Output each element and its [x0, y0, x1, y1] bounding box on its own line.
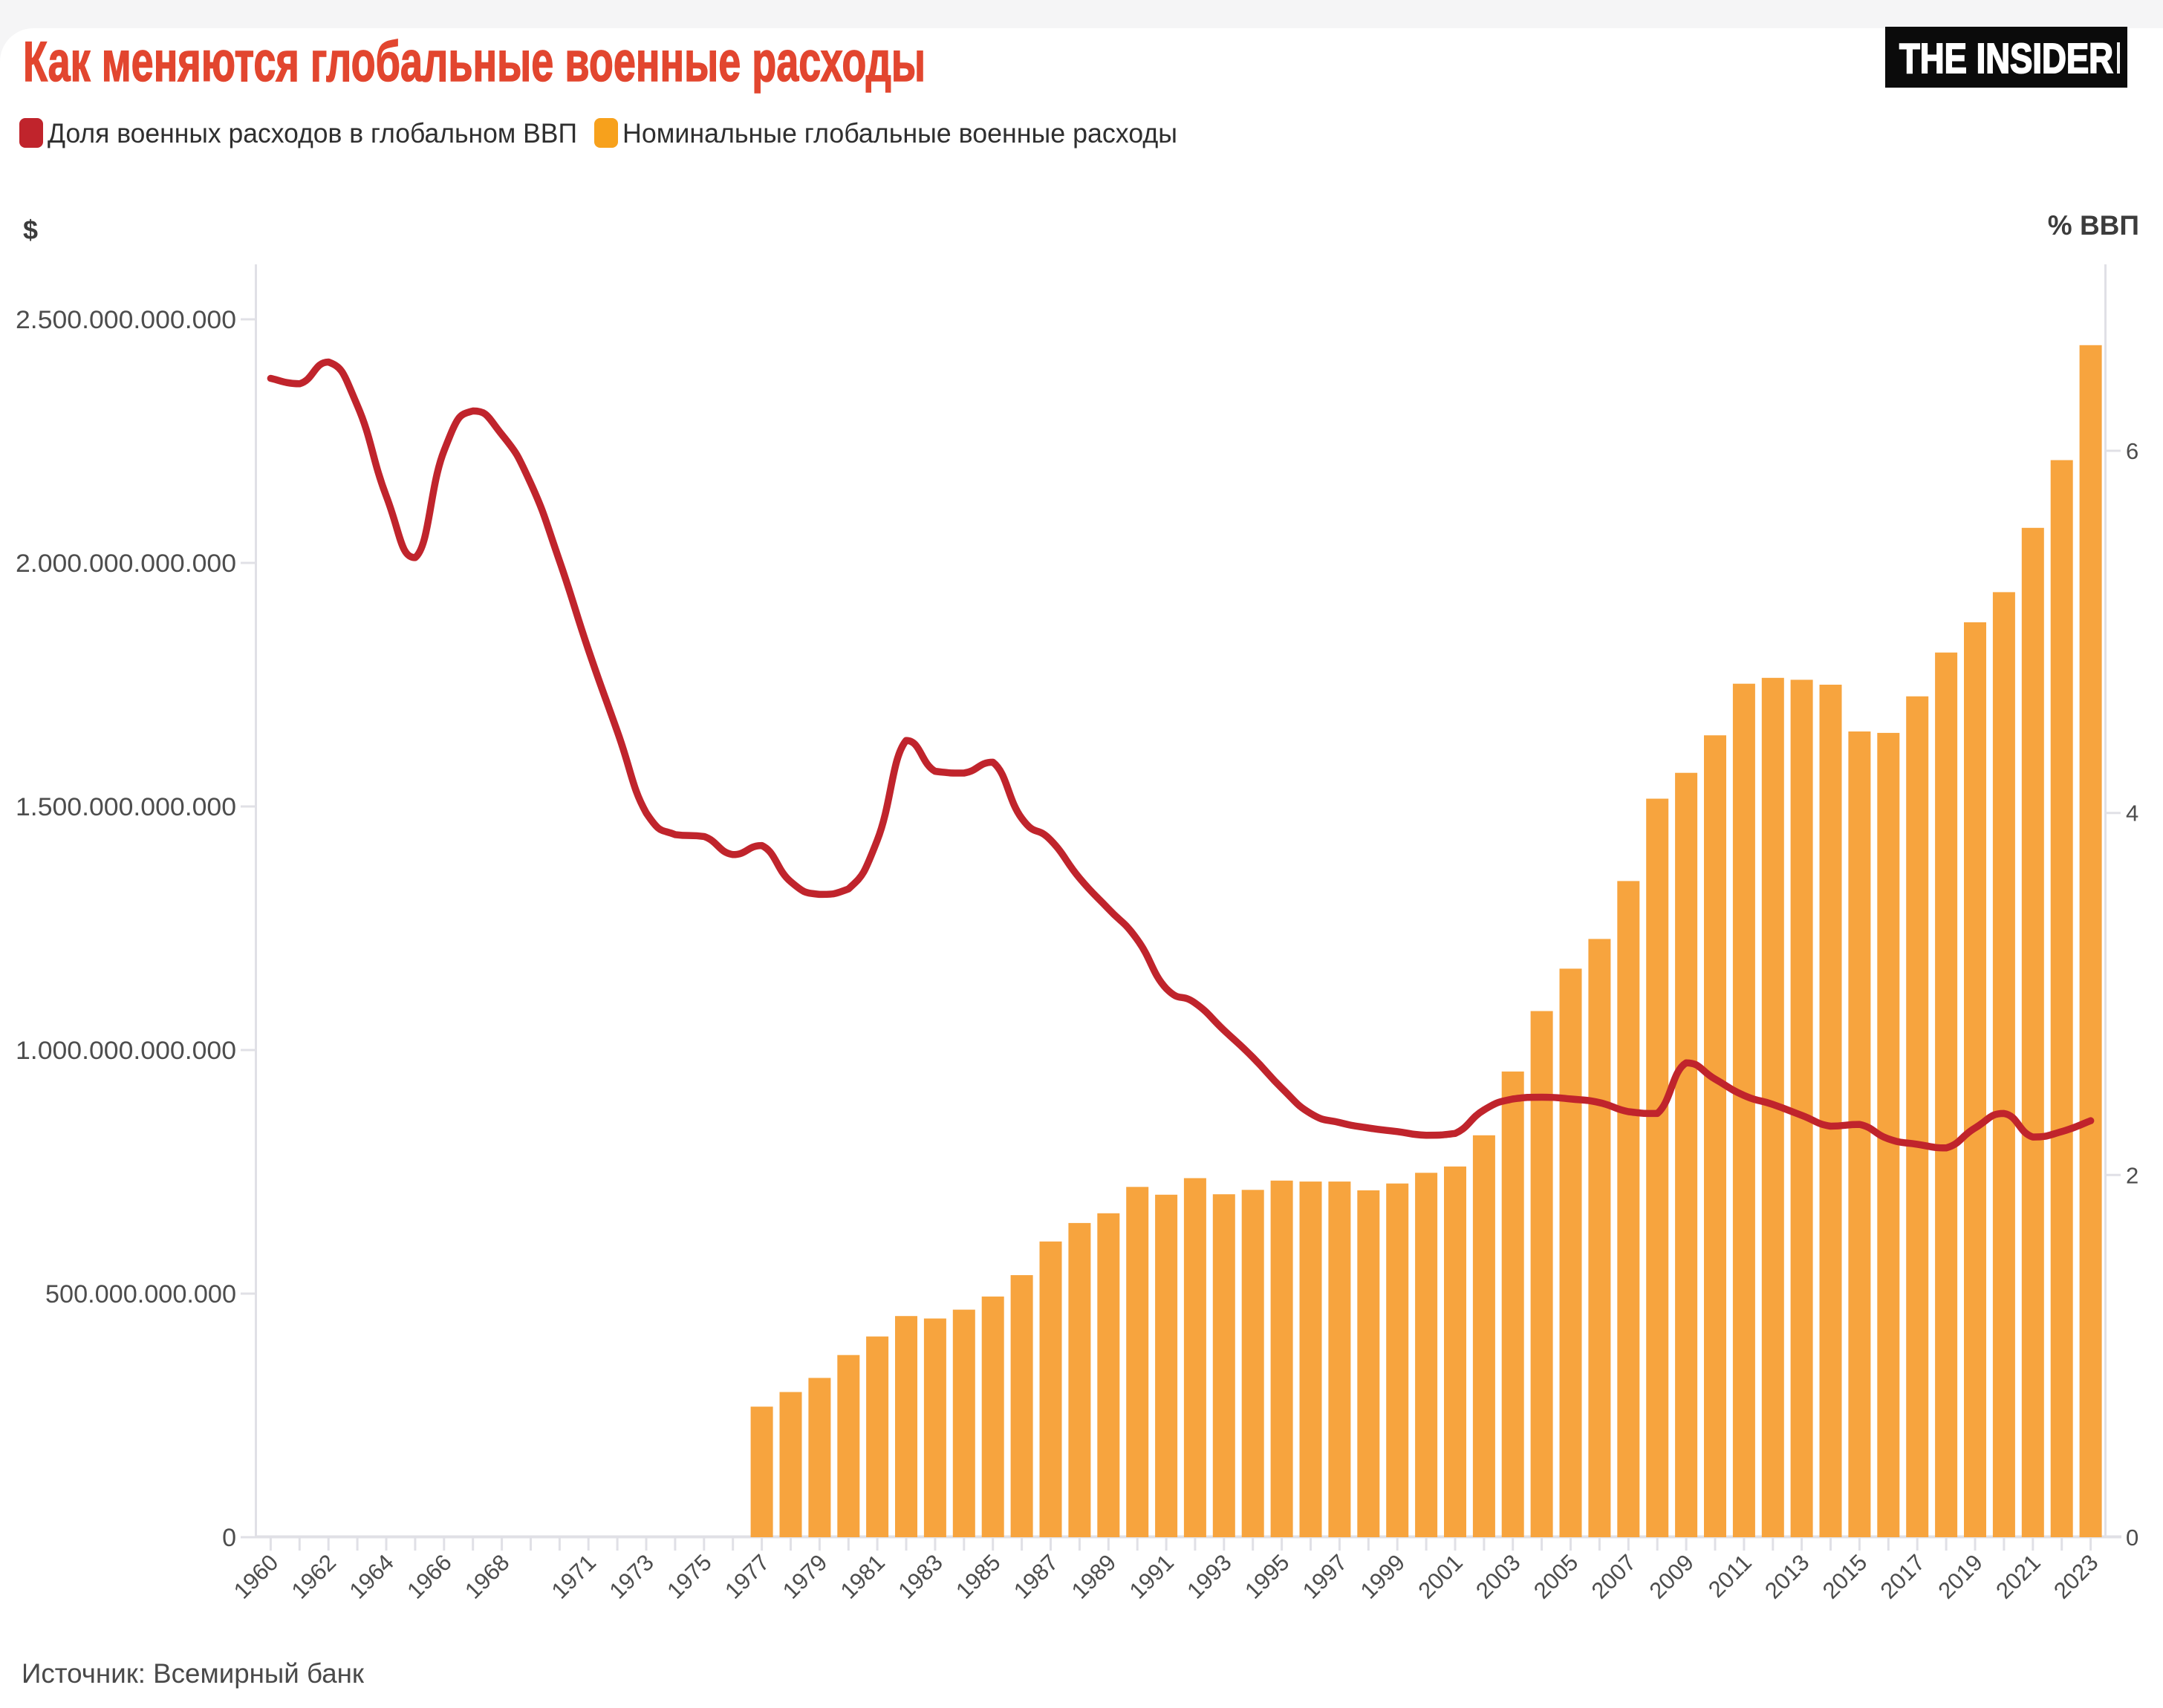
svg-text:2013: 2013 [1760, 1549, 1815, 1604]
svg-text:2.500.000.000.000: 2.500.000.000.000 [16, 306, 236, 334]
svg-text:6: 6 [2126, 438, 2138, 464]
svg-text:2019: 2019 [1933, 1549, 1988, 1604]
svg-text:$: $ [23, 215, 38, 245]
svg-text:2021: 2021 [1991, 1549, 2046, 1604]
svg-text:1966: 1966 [402, 1549, 457, 1604]
svg-text:1971: 1971 [547, 1549, 602, 1604]
svg-text:1981: 1981 [836, 1549, 891, 1604]
svg-text:4: 4 [2126, 801, 2138, 827]
svg-text:500.000.000.000: 500.000.000.000 [45, 1280, 236, 1308]
svg-text:0: 0 [222, 1524, 236, 1552]
svg-text:Доля военных расходов в глобал: Доля военных расходов в глобальном ВВП [48, 118, 577, 149]
svg-text:1960: 1960 [229, 1549, 284, 1604]
svg-text:2011: 2011 [1703, 1549, 1757, 1603]
svg-text:1999: 1999 [1356, 1549, 1411, 1604]
svg-text:1.000.000.000.000: 1.000.000.000.000 [16, 1037, 236, 1065]
svg-text:THE INSIDER: THE INSIDER [1899, 35, 2113, 82]
svg-text:1987: 1987 [1009, 1549, 1064, 1604]
svg-text:1964: 1964 [344, 1549, 399, 1604]
svg-text:2003: 2003 [1471, 1549, 1526, 1604]
svg-text:1993: 1993 [1182, 1549, 1237, 1604]
svg-text:% ВВП: % ВВП [2048, 210, 2139, 241]
svg-text:1995: 1995 [1240, 1549, 1295, 1604]
svg-text:1977: 1977 [720, 1549, 775, 1604]
svg-text:1991: 1991 [1125, 1549, 1180, 1604]
svg-text:1979: 1979 [778, 1549, 833, 1604]
svg-text:1975: 1975 [662, 1549, 717, 1604]
svg-text:2: 2 [2126, 1162, 2138, 1188]
svg-text:Как меняются глобальные военны: Как меняются глобальные военные расходы [23, 30, 926, 94]
svg-text:0: 0 [2126, 1525, 2138, 1551]
svg-text:2023: 2023 [2049, 1549, 2104, 1604]
svg-text:2001: 2001 [1413, 1549, 1468, 1604]
svg-text:1997: 1997 [1298, 1549, 1353, 1604]
svg-text:2017: 2017 [1876, 1549, 1931, 1604]
svg-text:Источник: Всемирный банк: Источник: Всемирный банк [22, 1658, 365, 1689]
svg-text:2.000.000.000.000: 2.000.000.000.000 [16, 550, 236, 578]
svg-text:1973: 1973 [604, 1549, 659, 1604]
svg-text:2005: 2005 [1529, 1549, 1584, 1604]
svg-text:1962: 1962 [287, 1549, 342, 1604]
svg-text:2009: 2009 [1645, 1549, 1700, 1604]
svg-text:1989: 1989 [1067, 1549, 1122, 1604]
svg-text:2007: 2007 [1587, 1549, 1642, 1604]
svg-text:2015: 2015 [1818, 1549, 1873, 1604]
svg-text:1968: 1968 [460, 1549, 515, 1604]
svg-text:Номинальные глобальные военные: Номинальные глобальные военные расходы [622, 118, 1177, 149]
svg-text:1983: 1983 [893, 1549, 948, 1604]
svg-text:1985: 1985 [951, 1549, 1006, 1604]
svg-text:1.500.000.000.000: 1.500.000.000.000 [16, 793, 236, 821]
